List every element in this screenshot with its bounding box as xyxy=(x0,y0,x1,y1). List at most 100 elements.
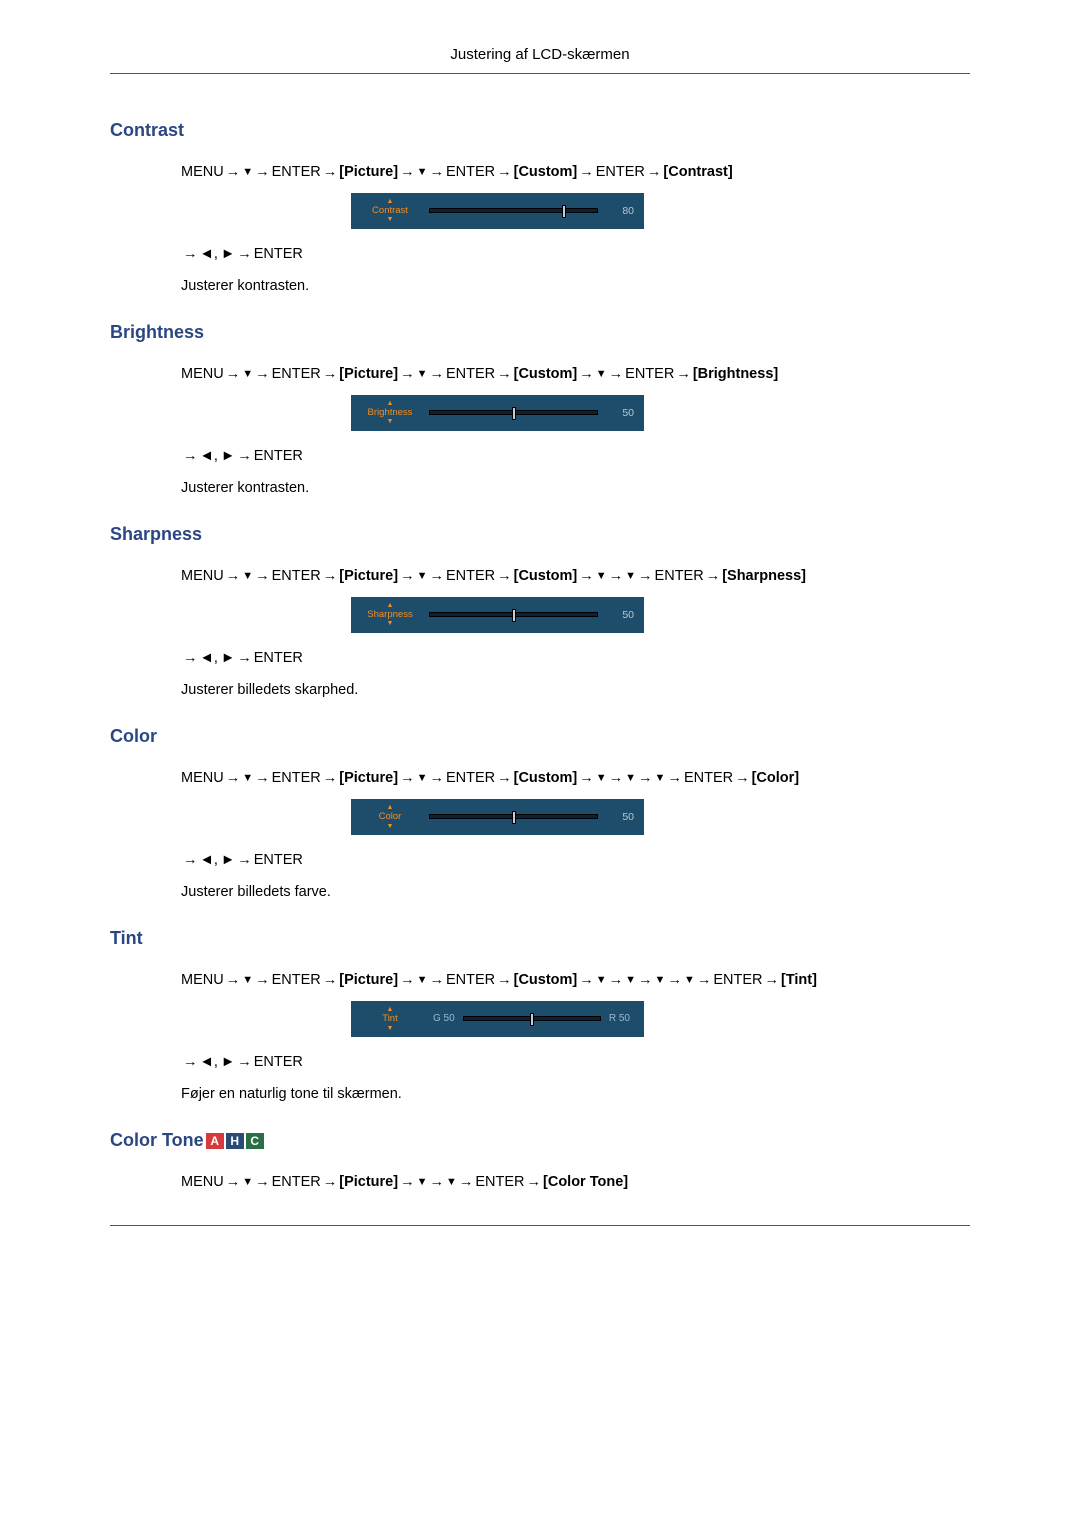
triangle-left-icon: ◄ xyxy=(200,847,214,875)
triangle-down-icon: ▼ xyxy=(417,162,428,183)
section-body: MENU → ▼ → ENTER → [Picture] → ▼ → ENTER… xyxy=(181,765,970,900)
triangle-down-icon: ▼ xyxy=(625,566,636,587)
nav-sequence: MENU → ▼ → ENTER → [Picture] → ▼ → ▼ → E… xyxy=(181,1169,970,1197)
arrow-right-icon: → xyxy=(323,1169,338,1197)
arrow-right-icon: → xyxy=(183,443,198,471)
arrow-right-icon: → xyxy=(255,1169,270,1197)
slider-notch xyxy=(512,407,516,420)
target-bracket: [Color] xyxy=(752,770,800,786)
arrow-right-icon: → xyxy=(429,159,444,187)
enter-token: ENTER xyxy=(254,448,303,464)
section: BrightnessMENU → ▼ → ENTER → [Picture] →… xyxy=(110,322,970,496)
slider-label-cell: ▲Sharpness▼ xyxy=(351,597,429,633)
arrow-right-icon: → xyxy=(183,847,198,875)
menu-token: MENU xyxy=(181,568,224,584)
arrow-right-icon: → xyxy=(400,967,415,995)
triangle-left-icon: ◄ xyxy=(200,241,214,269)
arrow-right-icon: → xyxy=(400,563,415,591)
target-bracket: [Sharpness] xyxy=(722,568,806,584)
slider-label-cell: ▲Contrast▼ xyxy=(351,193,429,229)
comma: , xyxy=(214,1054,218,1070)
arrow-right-icon: → xyxy=(667,765,682,793)
slider-label-cell: ▲Brightness▼ xyxy=(351,395,429,431)
section-heading: Contrast xyxy=(110,120,970,141)
arrow-right-icon: → xyxy=(676,361,691,389)
section-heading: Color ToneAHC xyxy=(110,1130,970,1151)
custom-token: [Custom] xyxy=(514,366,578,382)
nav-sequence: MENU → ▼ → ENTER → [Picture] → ▼ → ENTER… xyxy=(181,563,970,591)
comma: , xyxy=(214,246,218,262)
arrow-right-icon: → xyxy=(237,443,252,471)
triangle-down-icon: ▼ xyxy=(625,768,636,789)
arrow-right-icon: → xyxy=(579,563,594,591)
enter-token: ENTER xyxy=(596,164,645,180)
menu-token: MENU xyxy=(181,1174,224,1190)
comma: , xyxy=(214,448,218,464)
slider-label-cell: ▲Tint▼ xyxy=(351,1001,429,1037)
slider-track xyxy=(429,208,598,213)
arrow-right-icon: → xyxy=(400,1169,415,1197)
nav-sequence: MENU → ▼ → ENTER → [Picture] → ▼ → ENTER… xyxy=(181,361,970,389)
arrow-right-icon: → xyxy=(638,765,653,793)
arrow-right-icon: → xyxy=(226,159,241,187)
enter-token: ENTER xyxy=(254,852,303,868)
enter-token: ENTER xyxy=(254,246,303,262)
triangle-left-icon: ◄ xyxy=(200,1049,214,1077)
arrow-right-icon: → xyxy=(497,967,512,995)
enter-token: ENTER xyxy=(254,650,303,666)
section-description: Justerer billedets skarphed. xyxy=(181,682,970,698)
arrow-right-icon: → xyxy=(255,361,270,389)
enter-token: ENTER xyxy=(625,366,674,382)
arrow-right-icon: → xyxy=(497,765,512,793)
arrow-right-icon: → xyxy=(323,159,338,187)
slider-value: 50 xyxy=(606,609,634,621)
section: Contrast MENU → ▼ → ENTER → [Picture] → ▼… xyxy=(110,120,970,294)
triangle-down-icon: ▼ xyxy=(417,1172,428,1193)
menu-token: MENU xyxy=(181,164,224,180)
section: TintMENU → ▼ → ENTER → [Picture] → ▼ → E… xyxy=(110,928,970,1102)
color-tone-token: [Color Tone] xyxy=(543,1174,628,1190)
arrow-right-icon: → xyxy=(497,361,512,389)
arrow-right-icon: → xyxy=(237,1049,252,1077)
osd-slider: ▲Contrast▼80 xyxy=(351,193,644,229)
arrow-right-icon: → xyxy=(400,765,415,793)
arrow-right-icon: → xyxy=(429,1169,444,1197)
enter-token: ENTER xyxy=(272,164,321,180)
arrow-right-icon: → xyxy=(647,159,662,187)
enter-token: ENTER xyxy=(475,1174,524,1190)
slider-track xyxy=(429,612,598,617)
triangle-down-icon: ▼ xyxy=(242,970,253,991)
osd-slider: ▲Color▼50 xyxy=(351,799,644,835)
osd-slider: ▲Tint▼G 50R 50 xyxy=(351,1001,644,1037)
nav-adjust-sequence: → ◄, ► → ENTER xyxy=(181,241,970,269)
arrow-right-icon: → xyxy=(609,967,624,995)
arrow-right-icon: → xyxy=(237,241,252,269)
triangle-down-icon: ▼ xyxy=(596,970,607,991)
enter-token: ENTER xyxy=(655,568,704,584)
section-body: MENU → ▼ → ENTER → [Picture] → ▼ → ENTER… xyxy=(181,159,970,294)
arrow-right-icon: → xyxy=(579,361,594,389)
enter-token: ENTER xyxy=(446,164,495,180)
picture-token: [Picture] xyxy=(339,1174,398,1190)
picture-token: [Picture] xyxy=(339,568,398,584)
arrow-right-icon: → xyxy=(323,967,338,995)
triangle-down-icon: ▼ xyxy=(417,364,428,385)
triangle-right-icon: ► xyxy=(221,443,235,471)
menu-token: MENU xyxy=(181,770,224,786)
enter-token: ENTER xyxy=(272,568,321,584)
arrow-right-icon: → xyxy=(255,765,270,793)
arrow-right-icon: → xyxy=(667,967,682,995)
arrow-right-icon: → xyxy=(400,159,415,187)
triangle-down-icon: ▼ xyxy=(655,970,666,991)
picture-token: [Picture] xyxy=(339,366,398,382)
triangle-down-icon: ▼ xyxy=(242,1172,253,1193)
section-body: MENU → ▼ → ENTER → [Picture] → ▼ → ENTER… xyxy=(181,967,970,1102)
enter-token: ENTER xyxy=(684,770,733,786)
arrow-right-icon: → xyxy=(429,563,444,591)
triangle-down-icon: ▼ xyxy=(242,364,253,385)
page-header: Justering af LCD-skærmen xyxy=(110,46,970,74)
slider-notch xyxy=(512,609,516,622)
slider-value: 50 xyxy=(606,407,634,419)
enter-token: ENTER xyxy=(713,972,762,988)
arrow-right-icon: → xyxy=(429,967,444,995)
